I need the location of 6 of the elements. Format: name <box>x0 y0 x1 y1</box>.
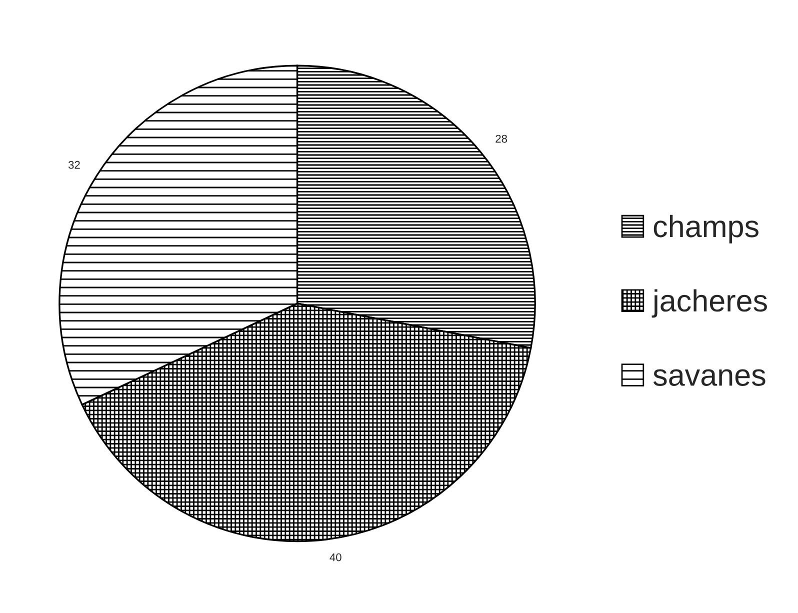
data-label: 40 <box>330 553 342 562</box>
legend-label: champs <box>654 214 758 244</box>
data-label: 32 <box>68 160 80 169</box>
legend-label: jacheres <box>652 289 767 318</box>
data-label: 28 <box>496 134 508 143</box>
legend-label: savanes <box>653 369 766 386</box>
